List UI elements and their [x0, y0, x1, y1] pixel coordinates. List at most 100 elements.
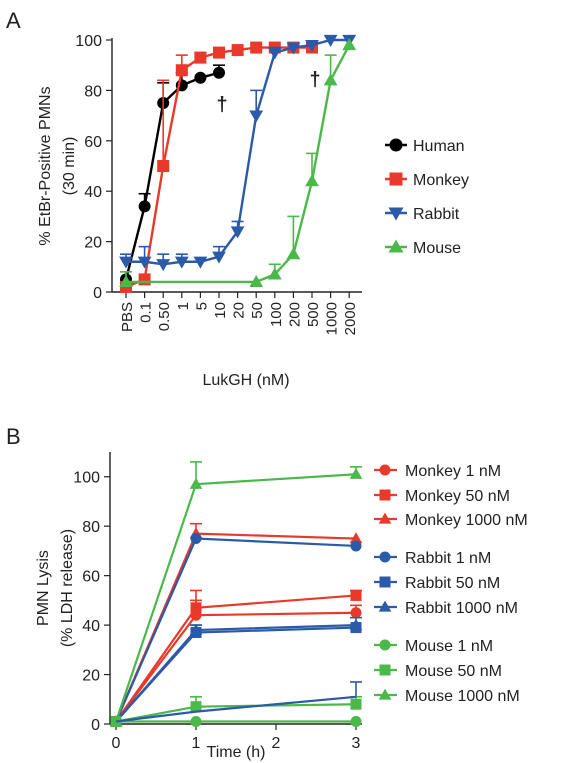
series-line-mouse-50-nm	[115, 703, 357, 723]
x-axis-label-a: LukGH (nM)	[202, 372, 289, 389]
y-tick-label-b: 80	[82, 519, 100, 536]
y-axis-label-a-line2: (30 min)	[61, 137, 78, 196]
legend-marker-monkey	[389, 172, 403, 186]
point-monkey-50-nm	[190, 602, 202, 614]
y-tick-label-b: 20	[82, 668, 100, 685]
x-tick-label-a: 5	[193, 302, 210, 310]
x-tick-label-b: 2	[272, 735, 281, 752]
series-line-unlabeled-series	[115, 695, 357, 723]
legend-label-monkey: Monkey	[413, 172, 469, 189]
x-tick-label-a: 50	[249, 302, 266, 319]
panel-label-a: A	[6, 8, 21, 33]
point-mouse-1-nm	[190, 716, 202, 728]
x-tick-label-a: 0.50	[156, 302, 173, 331]
x-tick-label-a: 500	[305, 302, 322, 327]
x-tick-label-a: 20	[231, 302, 248, 319]
x-tick-label-a: 200	[286, 302, 303, 327]
point-monkey-50-nm	[350, 589, 362, 601]
x-tick-label-b: 0	[112, 735, 121, 752]
panel-label-b: B	[6, 424, 21, 449]
x-tick-label-a: PBS	[119, 302, 136, 332]
point-mouse	[249, 275, 264, 288]
point-mouse-50-nm	[190, 701, 202, 713]
x-tick-label-a: 10	[212, 302, 229, 319]
point-rabbit	[119, 256, 133, 269]
point-rabbit	[249, 110, 264, 123]
point-mouse-50-nm	[350, 698, 362, 710]
point-monkey	[250, 41, 263, 54]
point-mouse-1-nm	[350, 716, 362, 728]
point-mouse-1000-nm	[189, 477, 203, 489]
y-tick-label-b: 40	[82, 618, 100, 635]
point-rabbit-1000-nm	[349, 618, 363, 630]
legend-marker-monkey-1-nm	[379, 464, 391, 476]
legend-label-mouse: Mouse	[413, 240, 461, 257]
series-line-rabbit-1-nm	[114, 537, 357, 722]
point-mouse	[119, 275, 133, 288]
point-rabbit-1-nm	[350, 540, 362, 552]
point-monkey	[175, 64, 188, 77]
y-tick-label-b: 0	[91, 717, 100, 734]
legend-label-mouse-1-nm: Mouse 1 nM	[405, 638, 493, 655]
point-human	[194, 71, 207, 84]
x-tick-label-a: 100	[268, 302, 285, 327]
point-rabbit	[137, 256, 152, 269]
x-tick-label-b: 3	[352, 735, 361, 752]
legend-label-mouse-1000-nm: Mouse 1000 nM	[405, 688, 520, 705]
point-monkey	[157, 160, 170, 172]
legend-label-monkey-1-nm: Monkey 1 nM	[405, 463, 501, 480]
point-rabbit	[174, 256, 189, 269]
point-rabbit-1-nm	[190, 533, 202, 545]
point-monkey	[231, 44, 244, 57]
point-mouse	[286, 247, 301, 260]
legend-label-rabbit-1000-nm: Rabbit 1000 nM	[405, 600, 518, 617]
point-monkey-1000-nm	[349, 532, 363, 544]
x-tick-label-a: 0.1	[138, 302, 155, 323]
y-axis-label-b-line2: (% LDH release)	[59, 529, 76, 647]
y-tick-label-a: 60	[84, 134, 102, 151]
y-axis-label-a: % EtBr-Positive PMNs	[37, 86, 54, 245]
x-tick-label-a: 1000	[324, 302, 341, 335]
legend-marker-mouse-50-nm	[379, 664, 391, 676]
legend-marker-monkey-1000-nm	[378, 512, 392, 524]
y-tick-label-a: 20	[84, 235, 102, 252]
y-axis-label-b: PMN Lysis	[35, 550, 52, 626]
legend-marker-monkey-50-nm	[379, 489, 391, 501]
point-rabbit	[193, 256, 208, 269]
dagger-human: †	[216, 94, 227, 116]
point-rabbit	[323, 34, 338, 47]
x-tick-label-a: 2000	[342, 302, 359, 335]
legend-marker-mouse	[388, 239, 404, 253]
point-monkey-1-nm	[350, 607, 362, 619]
point-mouse	[342, 38, 357, 51]
point-mouse	[323, 73, 338, 86]
point-rabbit	[212, 251, 226, 264]
legend-label-mouse-50-nm: Mouse 50 nM	[405, 663, 502, 680]
legend-marker-rabbit-1000-nm	[378, 600, 392, 612]
legend-label-monkey-50-nm: Monkey 50 nM	[405, 488, 510, 505]
legend-marker-human	[389, 138, 403, 152]
legend-label-rabbit: Rabbit	[413, 206, 460, 223]
legend-marker-mouse-1000-nm	[378, 688, 392, 700]
series-line-monkey-1000-nm	[114, 532, 357, 722]
y-tick-label-a: 0	[93, 285, 102, 302]
x-axis-label-b: Time (h)	[207, 744, 266, 761]
y-tick-label-b: 60	[82, 569, 100, 586]
point-human	[213, 66, 225, 79]
x-tick-label-a: 1	[175, 302, 192, 310]
point-mouse	[267, 267, 282, 280]
point-mouse-1000-nm	[349, 467, 363, 479]
dagger-monkey: †	[309, 69, 320, 91]
point-rabbit	[230, 226, 245, 239]
point-rabbit	[156, 259, 171, 272]
series-line-human	[124, 71, 220, 280]
legend-label-monkey-1000-nm: Monkey 1000 nM	[405, 512, 528, 529]
point-rabbit-1000-nm	[189, 623, 203, 635]
point-mouse	[305, 174, 319, 187]
y-tick-label-b: 100	[73, 470, 100, 487]
legend-label-rabbit-50-nm: Rabbit 50 nM	[405, 575, 500, 592]
legend-marker-rabbit-50-nm	[379, 576, 391, 588]
legend-marker-mouse-1-nm	[379, 639, 391, 651]
point-human	[138, 200, 151, 213]
